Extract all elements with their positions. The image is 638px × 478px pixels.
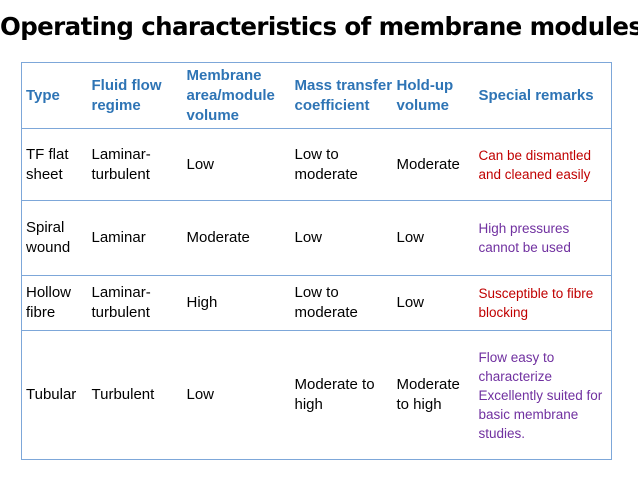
header-special-remarks: Special remarks — [474, 62, 612, 129]
cell-type: Hollow fibre — [21, 275, 88, 331]
header-type: Type — [21, 62, 88, 129]
cell-regime: Laminar — [87, 200, 183, 276]
cell-mass-transfer: Low — [290, 200, 393, 276]
cell-remark: Susceptible to fibre blocking — [474, 275, 612, 331]
cell-remark: Can be dismantled and cleaned easily — [474, 128, 612, 201]
cell-mass-transfer: Low to moderate — [290, 128, 393, 201]
table-row: Spiral wound Laminar Moderate Low Low Hi… — [21, 200, 612, 276]
header-fluid-flow-regime: Fluid flow regime — [87, 62, 183, 129]
table-row: TF flat sheet Laminar-turbulent Low Low … — [21, 128, 612, 201]
cell-area: Moderate — [182, 200, 291, 276]
cell-area: High — [182, 275, 291, 331]
cell-type: TF flat sheet — [21, 128, 88, 201]
characteristics-table: Type Fluid flow regime Membrane area/mod… — [21, 62, 612, 460]
cell-mass-transfer: Moderate to high — [290, 330, 393, 460]
header-membrane-area: Membrane area/module volume — [182, 62, 291, 129]
cell-regime: Laminar-turbulent — [87, 128, 183, 201]
cell-holdup: Low — [392, 275, 475, 331]
cell-mass-transfer: Low to moderate — [290, 275, 393, 331]
cell-holdup: Moderate to high — [392, 330, 475, 460]
header-row: Type Fluid flow regime Membrane area/mod… — [21, 62, 612, 129]
table-row: Hollow fibre Laminar-turbulent High Low … — [21, 275, 612, 331]
cell-area: Low — [182, 330, 291, 460]
cell-type: Spiral wound — [21, 200, 88, 276]
cell-regime: Turbulent — [87, 330, 183, 460]
cell-regime: Laminar-turbulent — [87, 275, 183, 331]
cell-remark: Flow easy to characterize Excellently su… — [474, 330, 612, 460]
header-hold-up-volume: Hold-up volume — [392, 62, 475, 129]
cell-holdup: Moderate — [392, 128, 475, 201]
cell-remark: High pressures cannot be used — [474, 200, 612, 276]
cell-area: Low — [182, 128, 291, 201]
header-mass-transfer: Mass transfer coefficient — [290, 62, 393, 129]
table-row: Tubular Turbulent Low Moderate to high M… — [21, 330, 612, 460]
cell-type: Tubular — [21, 330, 88, 460]
cell-holdup: Low — [392, 200, 475, 276]
page-title: Operating characteristics of membrane mo… — [0, 12, 638, 41]
